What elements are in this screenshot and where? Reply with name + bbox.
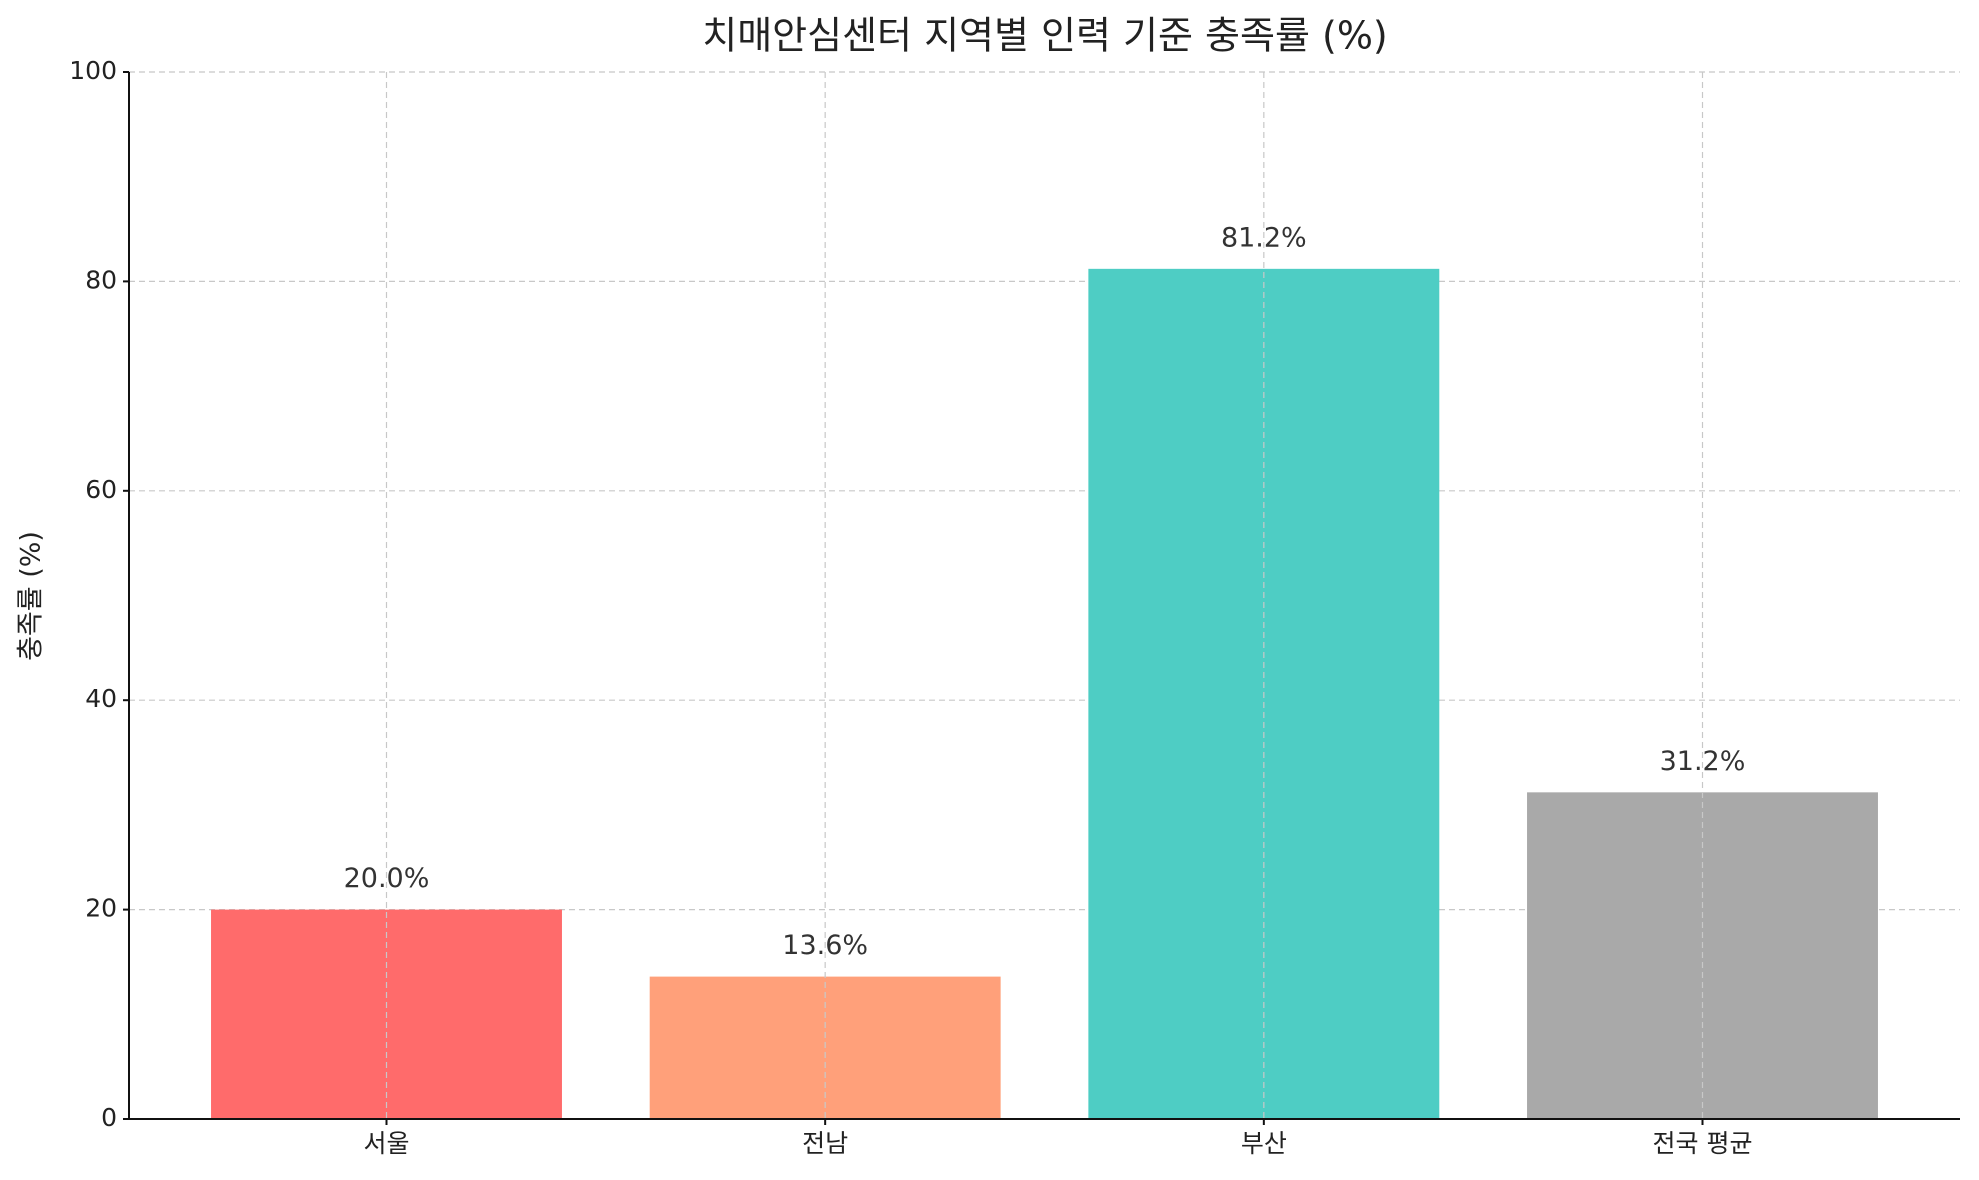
x-tick-label: 서울 <box>363 1129 409 1158</box>
y-tick-label: 80 <box>85 265 117 294</box>
x-tick-label: 전남 <box>802 1129 848 1158</box>
y-tick-label: 60 <box>85 475 117 504</box>
y-tick-label: 100 <box>69 56 117 85</box>
chart-title: 치매안심센터 지역별 인력 기준 충족률 (%) <box>702 14 1388 58</box>
y-axis-label: 충족률 (%) <box>16 531 47 661</box>
y-tick-label: 40 <box>85 684 117 713</box>
y-tick-label: 0 <box>101 1103 117 1132</box>
x-tick-label: 부산 <box>1241 1129 1287 1158</box>
y-tick-label: 20 <box>85 894 117 923</box>
data-label: 31.2% <box>1660 746 1746 777</box>
x-tick-label: 전국 평균 <box>1653 1129 1753 1158</box>
data-label: 20.0% <box>344 863 430 894</box>
